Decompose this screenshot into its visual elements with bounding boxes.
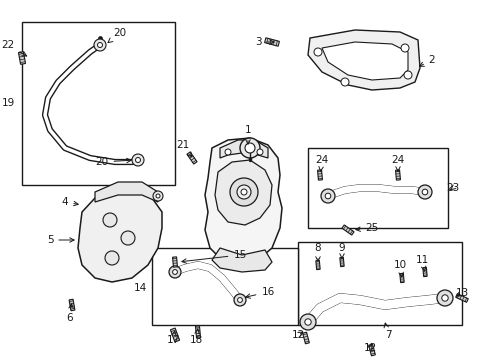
Text: 11: 11 (416, 255, 429, 271)
Circle shape (321, 189, 335, 203)
Circle shape (241, 189, 247, 195)
Bar (152, 248, 298, 325)
Text: 20: 20 (96, 157, 131, 167)
Bar (298, 242, 462, 325)
Text: 12: 12 (292, 330, 305, 340)
Text: 17: 17 (167, 331, 180, 345)
Polygon shape (308, 30, 420, 90)
Polygon shape (215, 160, 272, 225)
Text: 5: 5 (47, 235, 74, 245)
Text: 24: 24 (316, 155, 329, 171)
Circle shape (234, 294, 246, 306)
Circle shape (418, 185, 432, 199)
Polygon shape (340, 257, 344, 267)
Circle shape (172, 270, 177, 274)
Circle shape (225, 149, 231, 155)
Text: 8: 8 (315, 243, 321, 261)
Polygon shape (318, 170, 322, 180)
Polygon shape (456, 294, 468, 302)
Polygon shape (171, 328, 179, 342)
Text: 10: 10 (393, 260, 407, 277)
Circle shape (422, 189, 428, 195)
Text: 15: 15 (182, 250, 246, 263)
Circle shape (300, 314, 316, 330)
Polygon shape (196, 326, 200, 338)
Circle shape (238, 298, 243, 302)
Polygon shape (342, 225, 354, 235)
Text: 20: 20 (108, 28, 126, 42)
Polygon shape (322, 42, 408, 80)
Circle shape (153, 191, 163, 201)
Text: 3: 3 (255, 37, 274, 47)
Circle shape (105, 251, 119, 265)
Text: 6: 6 (67, 304, 74, 323)
Circle shape (132, 154, 144, 166)
Circle shape (257, 149, 263, 155)
Bar (308, 148, 448, 228)
Text: 13: 13 (455, 288, 468, 298)
Text: 18: 18 (189, 329, 203, 345)
Circle shape (169, 266, 181, 278)
Text: 1: 1 (245, 125, 251, 144)
Text: 4: 4 (62, 197, 78, 207)
Polygon shape (316, 260, 320, 270)
Circle shape (121, 231, 135, 245)
Polygon shape (368, 344, 375, 356)
Circle shape (401, 44, 409, 52)
Polygon shape (78, 190, 162, 282)
Circle shape (404, 71, 412, 79)
Text: 14: 14 (133, 283, 147, 293)
Circle shape (230, 178, 258, 206)
Text: 19: 19 (1, 98, 15, 108)
Circle shape (314, 48, 322, 56)
Circle shape (341, 78, 349, 86)
Circle shape (103, 213, 117, 227)
Polygon shape (303, 332, 309, 344)
Circle shape (245, 143, 255, 153)
Circle shape (98, 42, 102, 48)
Text: 12: 12 (364, 343, 377, 353)
Text: 2: 2 (419, 55, 435, 66)
Circle shape (442, 295, 448, 301)
Polygon shape (220, 140, 268, 158)
Polygon shape (400, 273, 404, 283)
Circle shape (437, 290, 453, 306)
Polygon shape (205, 138, 282, 264)
Circle shape (325, 193, 331, 199)
Circle shape (240, 138, 260, 158)
Polygon shape (95, 182, 158, 202)
Text: 25: 25 (356, 223, 379, 233)
Polygon shape (69, 299, 75, 311)
Text: 23: 23 (446, 183, 460, 193)
Text: 24: 24 (392, 155, 405, 171)
Text: 16: 16 (246, 287, 274, 298)
Polygon shape (172, 257, 177, 267)
Polygon shape (423, 267, 427, 276)
Circle shape (94, 39, 106, 51)
Text: 22: 22 (1, 40, 26, 56)
Text: 7: 7 (384, 323, 392, 340)
Circle shape (136, 158, 141, 162)
Polygon shape (395, 170, 400, 180)
Polygon shape (265, 38, 279, 46)
Polygon shape (187, 152, 197, 164)
Circle shape (237, 185, 251, 199)
Polygon shape (212, 248, 272, 272)
Circle shape (305, 319, 311, 325)
Circle shape (156, 194, 160, 198)
Text: 21: 21 (176, 140, 192, 157)
Text: 9: 9 (339, 243, 345, 258)
Polygon shape (19, 51, 25, 64)
Bar (22, 22, 175, 185)
